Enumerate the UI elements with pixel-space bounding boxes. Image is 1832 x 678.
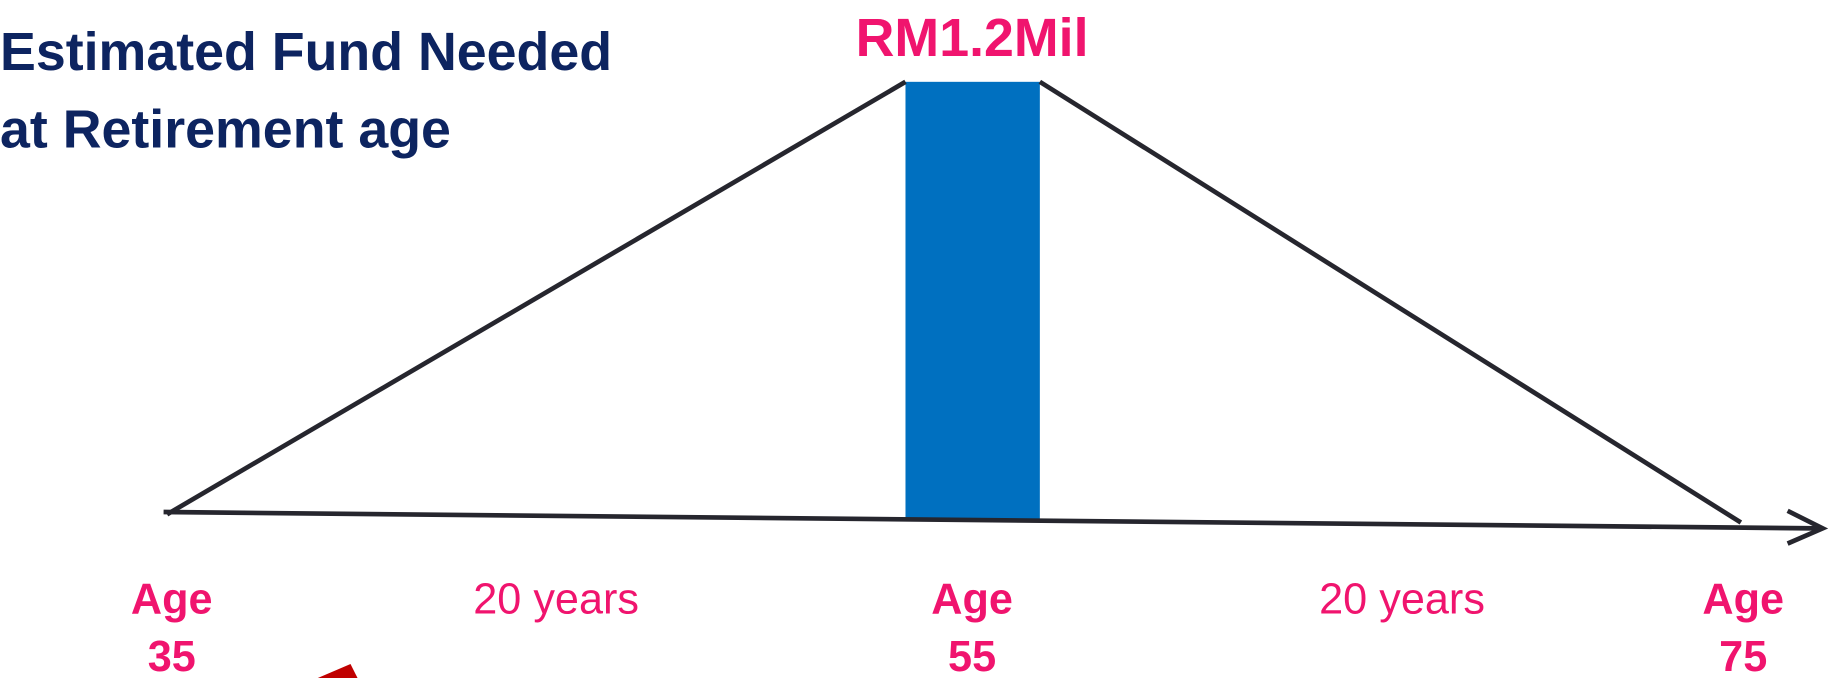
milestone-label: Age <box>931 576 1013 624</box>
milestone-age: 35 <box>148 633 196 678</box>
fund-amount: RM1.2Mil <box>856 8 1089 68</box>
fund-bar <box>905 81 1040 520</box>
period-label: 20 years <box>473 576 639 624</box>
milestone-age: 55 <box>948 633 996 678</box>
drawdown-line <box>1038 79 1743 525</box>
accumulation-line <box>165 79 907 517</box>
axis-arrow <box>1786 508 1829 546</box>
title-line: Estimated Fund Needed <box>0 22 612 82</box>
period-label: 20 years <box>1319 576 1485 624</box>
timeline-axis <box>163 509 1819 531</box>
milestone-label: Age <box>131 576 213 624</box>
milestone-label: Age <box>1702 576 1784 624</box>
arrow-fragment <box>317 663 358 678</box>
title-line: at Retirement age <box>0 99 451 159</box>
milestone-age: 75 <box>1719 633 1767 678</box>
